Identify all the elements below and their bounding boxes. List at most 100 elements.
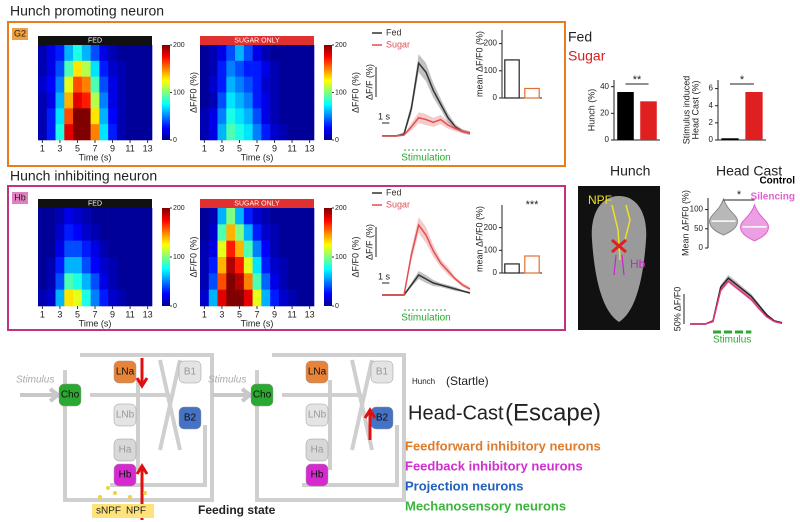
heatmap-cell: [64, 76, 74, 93]
x-tick-label: 7: [254, 143, 259, 153]
x-tick-label: 5: [75, 309, 80, 319]
heatmap-cell: [243, 76, 253, 93]
heatmap-cell: [38, 108, 48, 125]
heatmap-cell: [217, 240, 227, 258]
heatmap-cell: [200, 289, 210, 307]
heatmap-cell: [296, 45, 306, 62]
sig-label: **: [633, 74, 642, 86]
colorbar-tick-label: 200: [335, 42, 347, 49]
heatmap-cell: [125, 224, 135, 241]
heatmap-cell: [143, 257, 153, 274]
heatmap-cell: [235, 45, 245, 62]
heatmap-cell: [278, 108, 288, 125]
heatmap-cell: [73, 273, 83, 290]
x-tick-label: 13: [305, 309, 315, 319]
heatmap-cell: [38, 92, 48, 109]
heatmap-cell: [38, 45, 48, 62]
modulator-label: sNPF: [96, 506, 121, 517]
heatmap-cell: [125, 76, 135, 93]
heatmap-cell: [73, 289, 83, 307]
heatmap-cell: [108, 289, 118, 307]
heatmap-cell: [64, 60, 74, 77]
heatmap-cell: [99, 124, 109, 141]
heatmap-cell: [90, 224, 100, 241]
heatmap-cell: [81, 76, 91, 93]
violin: [739, 203, 770, 242]
heatmap-cell: [235, 124, 245, 141]
colorbar-tick-label: 0: [173, 137, 177, 144]
colorbar-tick-label: 200: [173, 42, 185, 49]
heatmap-cell: [116, 108, 126, 125]
heatmap-cell: [296, 76, 306, 93]
heatmap-cell: [243, 60, 253, 77]
heatmap-cell: [261, 60, 271, 77]
brain-image: NPF Hb: [578, 186, 660, 330]
heatmap-cell: [278, 124, 288, 141]
x-tick-label: 5: [75, 143, 80, 153]
heatmap-cell: [55, 257, 65, 274]
heatmap-cell: [243, 289, 253, 307]
heatmap-cell: [99, 289, 109, 307]
heatmap-cell: [217, 108, 227, 125]
heatmap-cell: [99, 273, 109, 290]
heatmap-cell: [252, 257, 262, 274]
heatmap-cell: [270, 45, 280, 62]
behavior-kind: (Escape): [505, 399, 601, 426]
heatmap-cell: [125, 273, 135, 290]
heatmap-cell: [73, 208, 83, 225]
x-tick-label: 1: [40, 309, 45, 319]
node-label: Ha: [311, 445, 324, 456]
node: [305, 360, 329, 384]
heatmap-cell: [226, 240, 236, 258]
heatmap-cell: [46, 60, 56, 77]
heatmap-cell: [108, 208, 118, 225]
heatmap-cell: [252, 92, 262, 109]
modulator-dot: [106, 486, 110, 490]
heatmap-cell: [252, 289, 262, 307]
heatmap-cell: [217, 76, 227, 93]
heatmap-cell: [125, 60, 135, 77]
node-label: Hb: [119, 470, 132, 481]
legend-label: Sugar: [386, 39, 410, 49]
heatmap-cell: [38, 208, 48, 225]
node: [305, 438, 329, 462]
state-label: Feeding state: [198, 503, 276, 517]
heatmap-cell: [208, 289, 218, 307]
heatmap-cell: [64, 45, 74, 62]
heatmap-cell: [208, 76, 218, 93]
legend-entry: Projection neurons: [405, 478, 523, 493]
heatmap-cell: [108, 76, 118, 93]
heatmap-cell: [125, 240, 135, 258]
heatmap-cell: [243, 108, 253, 125]
heatmap-cell: [226, 124, 236, 141]
y-axis-label: Stimulus induced: [681, 76, 691, 145]
heatmap-cell: [200, 224, 210, 241]
scale-label: 1 s: [378, 271, 391, 281]
legend-sugar: Sugar: [568, 48, 606, 64]
heatmap-cell: [226, 92, 236, 109]
sig-label: *: [740, 74, 745, 86]
colorbar-tick-label: 100: [173, 89, 185, 96]
heatmap-cell: [261, 45, 271, 62]
legend-label: Control: [759, 176, 795, 187]
heatmap-cell: [46, 208, 56, 225]
x-axis-label: Time (s): [241, 318, 274, 328]
circuit-wiring: [63, 353, 214, 502]
heatmap-cell: [208, 92, 218, 109]
heatmap-cell: [252, 76, 262, 93]
heatmap-cell: [305, 240, 315, 258]
violin: [708, 197, 739, 236]
error-band: [382, 271, 470, 296]
heatmap-cell: [235, 92, 245, 109]
y-axis-label: Mean ΔF/F0 (%): [680, 190, 690, 256]
node-label: Cho: [61, 390, 80, 401]
heatmap-cell: [305, 108, 315, 125]
heatmap-cell: [287, 108, 297, 125]
heatmap-cell: [200, 240, 210, 258]
heatmap-cell: [99, 92, 109, 109]
heatmap-cell: [99, 240, 109, 258]
heatmap-cell: [134, 240, 144, 258]
heatmap-cell: [108, 108, 118, 125]
heatmap-cell: [55, 108, 65, 125]
heatmap-cell: [134, 92, 144, 109]
